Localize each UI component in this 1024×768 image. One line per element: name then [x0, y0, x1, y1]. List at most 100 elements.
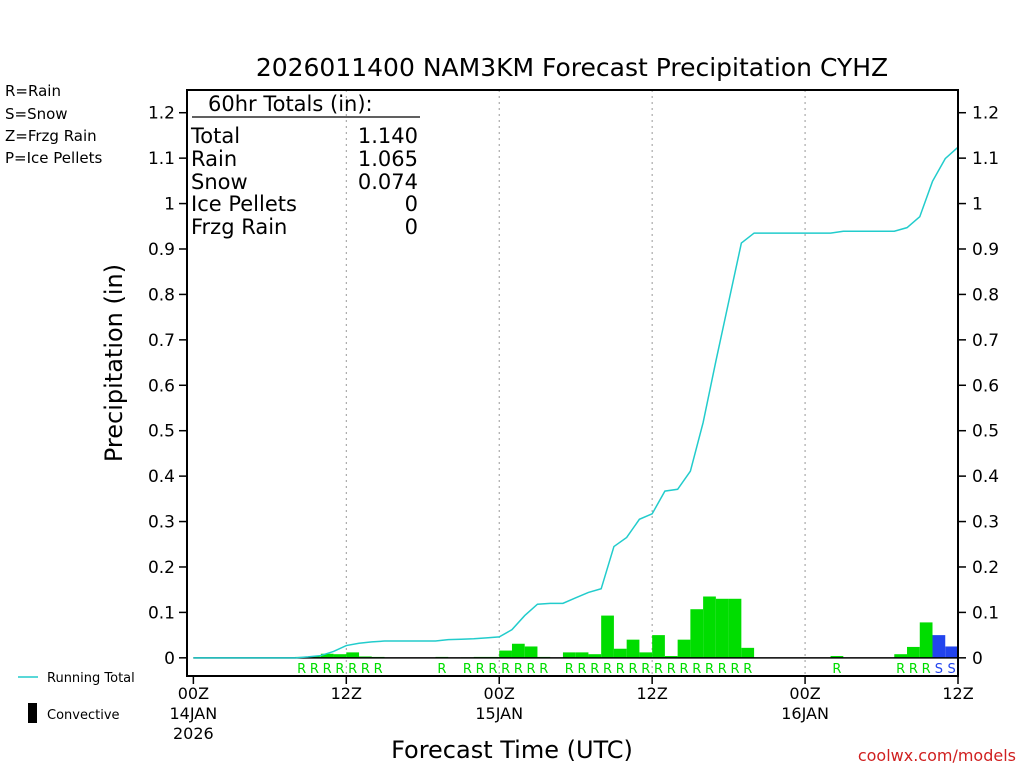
legend-snow: S=Snow [5, 105, 68, 123]
precip-type-label: R [578, 662, 587, 677]
y-tick-label-right: 1 [972, 195, 983, 215]
y-tick-label-left: 0.1 [148, 603, 175, 623]
precip-type-label: R [565, 662, 574, 677]
precip-type-label: S [935, 662, 943, 677]
precip-type-label: R [590, 662, 599, 677]
precip-bar [932, 635, 946, 658]
y-axis-left: 0 0.1 0.2 0.3 0.4 0.5 0.6 0.7 0.8 0.9 1 1.1 1.2 [148, 104, 187, 669]
precip-bar [652, 635, 665, 658]
precip-type-label: R [501, 662, 510, 677]
precip-type-label: R [922, 662, 931, 677]
x-year-label: 2026 [173, 724, 214, 743]
precip-type-label: R [705, 662, 714, 677]
chart-title: 2026011400 NAM3KM Forecast Precipitation… [256, 53, 888, 82]
precip-type-label: R [603, 662, 612, 677]
y-tick-label-right: 0 [972, 649, 983, 669]
y-tick-label-right: 1.2 [972, 104, 999, 124]
precip-bar [945, 646, 958, 658]
totals-value-ice-pellets: 0 [405, 192, 418, 216]
y-tick-label-left: 0.9 [148, 240, 175, 260]
x-date-label: 15JAN [475, 704, 523, 723]
y-tick-label-left: 0.4 [148, 467, 175, 487]
precip-bar [677, 639, 691, 658]
x-tick-label: 00Z [789, 684, 820, 703]
totals-label-total: Total [190, 124, 240, 148]
y-tick-label-left: 0.8 [148, 285, 175, 305]
precip-bar [639, 652, 653, 658]
precip-type-label: R [667, 662, 676, 677]
totals-value-rain: 1.065 [358, 147, 418, 171]
totals-label-snow: Snow [191, 170, 248, 194]
precip-type-label: R [641, 662, 650, 677]
precip-bar [664, 656, 678, 658]
y-tick-label-right: 0.2 [972, 558, 999, 578]
y-tick-label-left: 0.7 [148, 331, 175, 351]
x-tick-label: 00Z [484, 684, 515, 703]
x-tick-label: 12Z [331, 684, 362, 703]
precip-bar [728, 598, 742, 658]
precip-type-label: R [527, 662, 536, 677]
legend-ice-pellets: P=Ice Pellets [5, 149, 102, 167]
convective-swatch [28, 703, 37, 723]
y-tick-label-right: 0.3 [972, 513, 999, 533]
precip-type-label: R [654, 662, 663, 677]
precip-bar [346, 652, 360, 658]
y-tick-label-left: 0 [164, 649, 175, 669]
precip-type-label: R [743, 662, 752, 677]
precip-type-label: R [488, 662, 497, 677]
totals-header: 60hr Totals (in): [208, 92, 373, 116]
type-legend: R=Rain S=Snow Z=Frzg Rain P=Ice Pellets [5, 82, 102, 167]
precip-type-label: R [718, 662, 727, 677]
y-tick-label-right: 0.1 [972, 603, 999, 623]
precip-bar [690, 609, 704, 658]
precip-type-label: S [947, 662, 955, 677]
precip-bar [830, 656, 844, 658]
precip-type-label: R [679, 662, 688, 677]
y-tick-label-left: 0.3 [148, 513, 175, 533]
y-tick-label-right: 0.6 [972, 376, 999, 396]
x-date-label: 14JAN [170, 704, 218, 723]
y-axis-right: 0 0.1 0.2 0.3 0.4 0.5 0.6 0.7 0.8 0.9 1 1.1 1.2 [958, 104, 999, 669]
precip-type-label: R [539, 662, 548, 677]
y-tick-label-right: 0.5 [972, 422, 999, 442]
bottom-legend: Running Total Convective [18, 671, 135, 723]
precip-bar [626, 639, 640, 658]
x-tick-label: 00Z [178, 684, 209, 703]
precip-type-label: R [310, 662, 319, 677]
precip-bar [894, 654, 908, 658]
precip-type-label: R [629, 662, 638, 677]
running-total-legend-label: Running Total [47, 671, 135, 686]
precip-type-label: R [692, 662, 701, 677]
precip-type-label: R [476, 662, 485, 677]
precip-type-label: R [616, 662, 625, 677]
precip-type-label: R [896, 662, 905, 677]
precip-type-label: R [514, 662, 523, 677]
precip-bar [601, 615, 614, 658]
y-tick-label-left: 0.6 [148, 376, 175, 396]
precip-bars [295, 596, 958, 658]
y-tick-label-left: 0.5 [148, 422, 175, 442]
precip-type-label: R [323, 662, 332, 677]
y-tick-label-left: 1.1 [148, 149, 175, 169]
precip-bar [562, 652, 576, 658]
y-axis-label: Precipitation (in) [100, 264, 128, 462]
precip-bar [703, 596, 716, 658]
precip-type-label: R [348, 662, 357, 677]
precip-type-label: R [909, 662, 918, 677]
running-total-line [193, 146, 959, 659]
precip-type-label: R [463, 662, 472, 677]
precip-bar [715, 598, 729, 658]
precip-bar [919, 622, 933, 658]
legend-rain: R=Rain [5, 82, 61, 100]
precip-type-label: R [730, 662, 739, 677]
x-axis-label: Forecast Time (UTC) [391, 736, 633, 764]
totals-value-frzg-rain: 0 [405, 215, 418, 239]
precip-bar [499, 650, 512, 658]
precip-bar [524, 646, 538, 658]
y-tick-label-right: 0.8 [972, 285, 999, 305]
x-date-label: 16JAN [781, 704, 829, 723]
precip-bar [588, 654, 602, 658]
